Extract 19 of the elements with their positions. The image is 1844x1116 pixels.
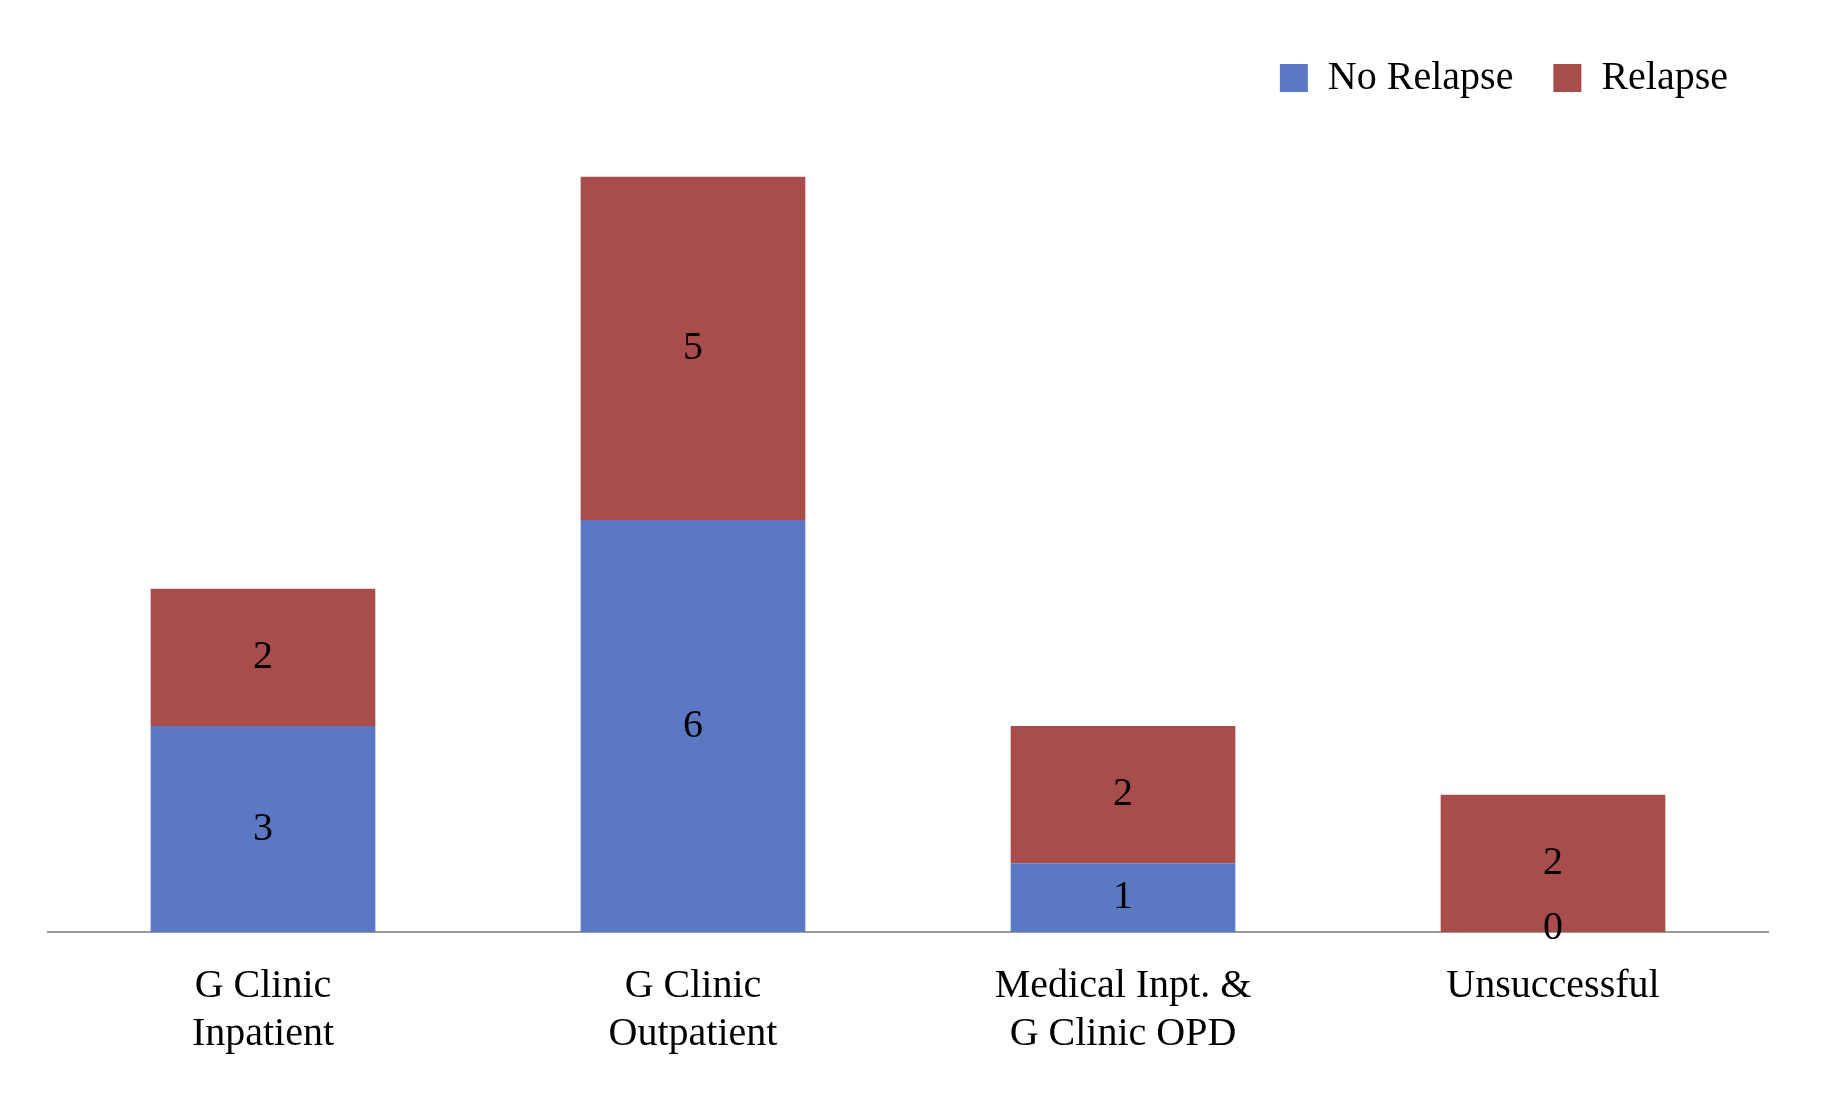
bar bbox=[1010, 863, 1236, 932]
data-label: 2 bbox=[1543, 837, 1563, 883]
x-tick-label: G Clinic Outpatient bbox=[608, 960, 778, 1054]
x-tick-label: Medical Inpt. & G Clinic OPD bbox=[994, 960, 1252, 1054]
bar bbox=[150, 588, 376, 726]
bar bbox=[1010, 726, 1236, 864]
bar bbox=[150, 726, 376, 932]
legend-label: Relapse bbox=[1601, 52, 1728, 98]
data-label: 5 bbox=[683, 322, 703, 368]
data-label: 1 bbox=[1113, 872, 1133, 918]
bar bbox=[580, 520, 806, 932]
bar bbox=[580, 176, 806, 520]
data-label: 6 bbox=[683, 700, 703, 746]
data-label: 2 bbox=[1113, 769, 1133, 815]
data-label: 3 bbox=[253, 803, 273, 849]
x-tick-label: Unsuccessful bbox=[1446, 960, 1660, 1006]
x-tick-label: G Clinic Inpatient bbox=[191, 960, 335, 1054]
legend-label: No Relapse bbox=[1327, 52, 1514, 98]
data-label: 2 bbox=[253, 631, 273, 677]
